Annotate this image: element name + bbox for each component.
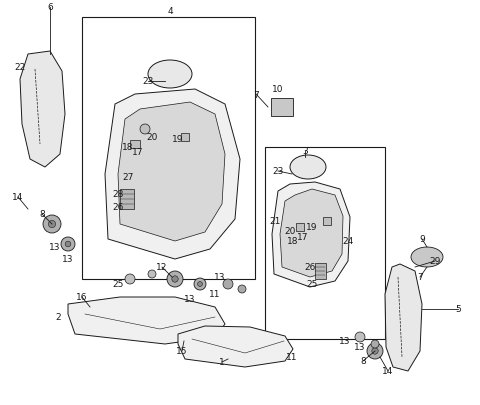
Circle shape <box>65 242 71 247</box>
Text: 13: 13 <box>184 295 196 304</box>
Text: 7: 7 <box>417 273 423 282</box>
Text: 10: 10 <box>272 85 284 94</box>
Text: 29: 29 <box>429 257 441 266</box>
Circle shape <box>148 270 156 278</box>
Text: 7: 7 <box>253 90 259 99</box>
Polygon shape <box>178 326 293 367</box>
Text: 8: 8 <box>39 210 45 219</box>
Text: 17: 17 <box>132 148 144 157</box>
Text: 6: 6 <box>47 4 53 13</box>
Bar <box>181 134 189 142</box>
Text: 19: 19 <box>306 223 318 232</box>
Text: 9: 9 <box>419 235 425 244</box>
Text: 20: 20 <box>146 133 158 142</box>
Circle shape <box>43 215 61 233</box>
Text: 13: 13 <box>214 273 226 282</box>
Text: 4: 4 <box>167 7 173 17</box>
Circle shape <box>367 343 383 359</box>
Text: 22: 22 <box>14 63 25 72</box>
Text: 11: 11 <box>209 290 221 299</box>
Text: 21: 21 <box>269 217 281 226</box>
Text: 19: 19 <box>172 135 184 144</box>
Ellipse shape <box>148 61 192 89</box>
Text: 1: 1 <box>219 358 225 367</box>
Circle shape <box>61 237 75 252</box>
Text: 12: 12 <box>156 263 168 272</box>
Circle shape <box>140 125 150 135</box>
Bar <box>265 148 385 339</box>
Text: 23: 23 <box>142 77 154 86</box>
Circle shape <box>48 221 56 228</box>
Text: 26: 26 <box>304 263 316 272</box>
Polygon shape <box>280 190 343 277</box>
Polygon shape <box>68 297 225 344</box>
Text: 23: 23 <box>272 167 284 176</box>
Text: 27: 27 <box>122 173 134 182</box>
Ellipse shape <box>411 247 443 267</box>
Text: 15: 15 <box>176 347 188 356</box>
Text: 26: 26 <box>112 203 124 212</box>
Circle shape <box>194 278 206 290</box>
Circle shape <box>198 282 203 287</box>
Circle shape <box>238 285 246 293</box>
Polygon shape <box>20 52 65 168</box>
Text: 13: 13 <box>62 255 74 264</box>
Text: 25: 25 <box>306 280 318 289</box>
Polygon shape <box>272 183 350 287</box>
Bar <box>296 224 304 231</box>
Bar <box>323 217 331 226</box>
Bar <box>82 18 255 279</box>
Polygon shape <box>118 103 225 241</box>
Text: 18: 18 <box>122 143 134 152</box>
Circle shape <box>372 348 378 354</box>
Text: 5: 5 <box>455 305 461 314</box>
Text: 14: 14 <box>382 367 394 375</box>
Bar <box>315 263 326 279</box>
Text: 16: 16 <box>76 293 88 302</box>
Text: 8: 8 <box>360 357 366 366</box>
Text: 13: 13 <box>354 343 366 352</box>
Circle shape <box>167 271 183 287</box>
Text: 13: 13 <box>339 337 351 345</box>
Circle shape <box>125 274 135 284</box>
Ellipse shape <box>290 156 326 179</box>
Polygon shape <box>385 264 422 371</box>
Polygon shape <box>105 90 240 259</box>
Bar <box>130 141 140 149</box>
Text: 3: 3 <box>302 147 308 156</box>
Text: 14: 14 <box>12 193 24 202</box>
Text: 17: 17 <box>297 233 309 242</box>
Text: 28: 28 <box>112 190 124 199</box>
Text: 11: 11 <box>286 353 298 362</box>
Circle shape <box>371 340 379 348</box>
Circle shape <box>355 332 365 342</box>
Text: 25: 25 <box>112 280 124 289</box>
Text: 24: 24 <box>342 237 354 246</box>
Circle shape <box>172 276 178 283</box>
Circle shape <box>223 279 233 289</box>
Text: 20: 20 <box>284 227 296 236</box>
Text: 2: 2 <box>55 313 61 322</box>
Text: 13: 13 <box>49 243 61 252</box>
Text: 18: 18 <box>287 237 299 246</box>
Bar <box>271 99 293 117</box>
Bar <box>120 190 134 209</box>
